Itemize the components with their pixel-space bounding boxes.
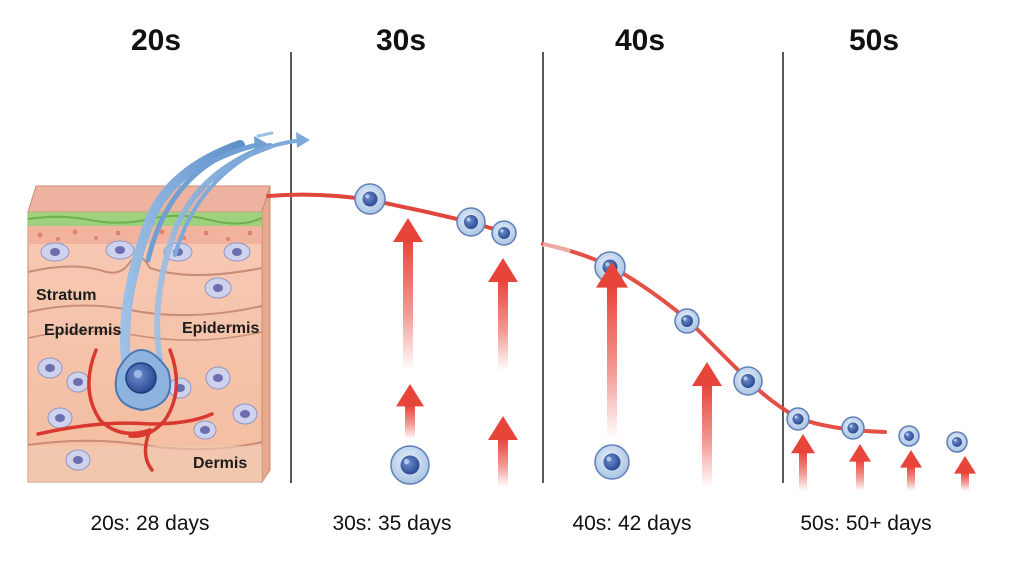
column-heading-30s: 30s xyxy=(375,24,427,57)
epidermal-cell-icon xyxy=(786,407,810,431)
epidermal-cell-icon xyxy=(674,308,700,334)
epidermal-cell-icon xyxy=(841,416,865,440)
epidermal-cell-icon xyxy=(898,425,920,447)
upward-arrows xyxy=(393,218,976,491)
epidermis-label-right: Epidermis xyxy=(182,320,260,337)
epidermal-cell-icon xyxy=(733,366,763,396)
stem-migration-arrows xyxy=(145,131,310,263)
epidermal-cell-icon xyxy=(594,444,630,480)
upward-arrow-icon xyxy=(791,434,815,491)
column-heading-50s: 50s xyxy=(848,24,900,57)
column-heading-20s: 20s xyxy=(130,24,182,57)
upward-arrow-icon xyxy=(488,258,518,371)
blood-vessel-icon xyxy=(36,348,214,472)
epidermal-cell-icon xyxy=(456,207,486,237)
upward-arrow-icon xyxy=(393,218,423,371)
dermis-label: Dermis xyxy=(193,455,248,472)
column-dividers xyxy=(290,52,784,483)
column-heading-40s: 40s xyxy=(614,24,666,57)
turnover-label-30s: 30s: 35 days xyxy=(332,512,452,535)
epidermal-cell-icon xyxy=(354,183,386,215)
turnover-label-40s: 40s: 42 days xyxy=(572,512,692,535)
curve-cells xyxy=(354,183,968,485)
upward-arrow-icon xyxy=(596,262,628,439)
epidermal-cell-icon xyxy=(491,220,517,246)
epidermal-cell-icon xyxy=(390,445,430,485)
epidermis-label-left: Epidermis xyxy=(44,322,122,339)
turnover-label-20s: 20s: 28 days xyxy=(90,512,210,535)
skin-cross-section-icon xyxy=(27,140,273,484)
turnover-curve xyxy=(266,192,887,434)
upward-arrow-icon xyxy=(396,384,424,439)
upward-arrow-icon xyxy=(849,444,871,491)
upward-arrow-icon xyxy=(954,456,976,491)
upward-arrow-icon xyxy=(692,362,722,487)
stratum-label: Stratum xyxy=(36,287,97,304)
epidermal-cell-icon xyxy=(37,240,258,471)
stem-cell-icon xyxy=(114,140,273,412)
epidermal-cell-icon xyxy=(946,431,968,453)
upward-arrow-icon xyxy=(900,450,922,491)
turnover-label-50s: 50s: 50+ days xyxy=(800,512,932,535)
upward-arrow-icon xyxy=(488,416,518,487)
